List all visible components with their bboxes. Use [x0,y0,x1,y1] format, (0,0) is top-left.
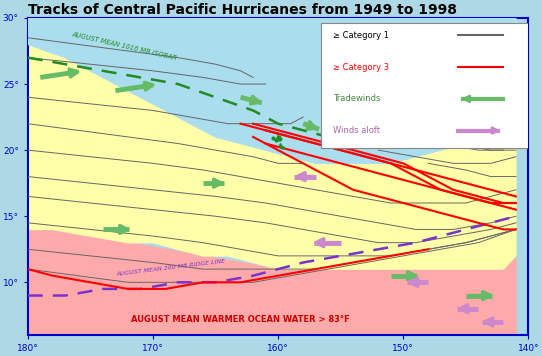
Polygon shape [28,230,516,335]
Polygon shape [277,136,282,141]
Text: Tracks of Central Pacific Hurricanes from 1949 to 1998: Tracks of Central Pacific Hurricanes fro… [28,3,457,17]
Polygon shape [28,18,516,163]
Text: ≥ Category 3: ≥ Category 3 [333,63,389,72]
Polygon shape [279,143,285,149]
Text: Winds aloft: Winds aloft [333,126,380,135]
Text: AUGUST MEAN COOLER
OCEAN WATER < 80°F: AUGUST MEAN COOLER OCEAN WATER < 80°F [340,64,441,84]
Text: AUGUST MEAN WARMER OCEAN WATER > 83°F: AUGUST MEAN WARMER OCEAN WATER > 83°F [131,315,350,324]
Polygon shape [28,18,516,269]
Text: Tradewinds: Tradewinds [333,94,380,103]
Text: AUGUST MEAN 200 MB RIDGE LINE: AUGUST MEAN 200 MB RIDGE LINE [115,258,225,277]
FancyBboxPatch shape [321,23,528,148]
Polygon shape [28,130,178,230]
Text: AUGUST MEAN 1016 MB ISOBAR: AUGUST MEAN 1016 MB ISOBAR [72,31,178,61]
Text: ≥ Category 1: ≥ Category 1 [333,31,389,40]
